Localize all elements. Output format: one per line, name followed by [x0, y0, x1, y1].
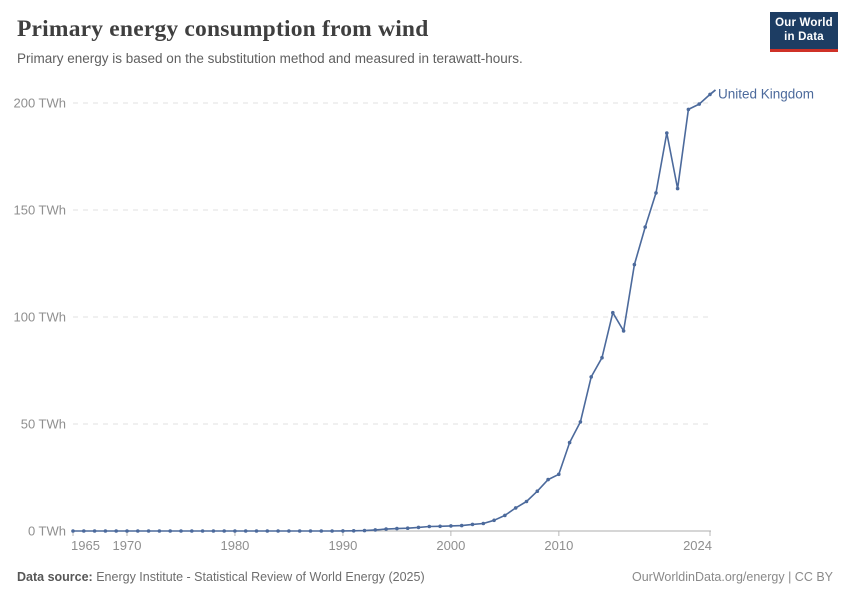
x-axis-tick-label: 1970 [113, 538, 142, 553]
data-point-marker[interactable] [319, 529, 324, 533]
data-point-marker[interactable] [481, 521, 486, 526]
page-title: Primary energy consumption from wind [17, 16, 429, 42]
data-point-marker[interactable] [243, 529, 248, 533]
x-axis-tick-label: 2000 [436, 538, 465, 553]
page-footer: Data source: Energy Institute - Statisti… [17, 570, 833, 584]
data-point-marker[interactable] [459, 523, 464, 528]
data-point-marker[interactable] [600, 355, 604, 360]
data-point-marker[interactable] [492, 518, 496, 523]
data-point-marker[interactable] [643, 225, 647, 229]
data-point-marker[interactable] [222, 529, 226, 533]
y-axis-tick-label: 50 TWh [21, 417, 66, 432]
data-point-marker[interactable] [557, 472, 561, 477]
data-point-marker[interactable] [168, 529, 172, 533]
x-axis-tick-label: 1990 [328, 538, 357, 553]
data-point-marker[interactable] [71, 529, 75, 533]
data-point-marker[interactable] [535, 489, 540, 494]
data-point-marker[interactable] [125, 529, 129, 533]
series-end-label[interactable]: United Kingdom [718, 86, 814, 101]
data-point-marker[interactable] [287, 529, 291, 533]
data-point-marker[interactable] [200, 529, 205, 533]
x-axis-tick-label: 2010 [544, 538, 573, 553]
data-point-marker[interactable] [578, 420, 583, 424]
data-point-marker[interactable] [179, 529, 183, 533]
data-point-marker[interactable] [611, 310, 615, 315]
footer-datasource-label: Data source: [17, 570, 93, 584]
data-point-marker[interactable] [92, 529, 97, 533]
data-point-marker[interactable] [82, 529, 86, 533]
data-point-marker[interactable] [103, 529, 108, 533]
data-point-marker[interactable] [146, 529, 151, 533]
footer-attribution-link[interactable]: OurWorldinData.org/energy | CC BY [631, 570, 833, 584]
series-end-connector [709, 89, 717, 96]
x-axis-tick-label: 2024 [683, 538, 712, 553]
data-point-marker[interactable] [341, 529, 345, 533]
data-point-marker[interactable] [513, 506, 518, 510]
data-point-marker[interactable] [675, 186, 680, 191]
data-point-marker[interactable] [632, 262, 637, 267]
data-point-marker[interactable] [373, 528, 378, 532]
y-axis-tick-label: 150 TWh [13, 203, 66, 218]
data-point-marker[interactable] [470, 522, 475, 527]
data-point-marker[interactable] [362, 528, 367, 533]
data-point-marker[interactable] [589, 375, 593, 379]
data-point-marker[interactable] [211, 529, 216, 533]
owid-logo-text-line2: in Data [784, 30, 824, 43]
data-point-marker[interactable] [136, 529, 140, 533]
data-point-marker[interactable] [503, 513, 507, 518]
data-point-marker[interactable] [384, 527, 388, 531]
x-axis-tick-label: 1980 [220, 538, 249, 553]
data-point-marker[interactable] [395, 526, 399, 531]
series-line[interactable] [72, 93, 711, 532]
data-point-marker[interactable] [546, 477, 550, 482]
data-point-marker[interactable] [621, 329, 626, 333]
owid-logo-text-line1: Our World [775, 17, 833, 29]
y-axis-tick-label: 200 TWh [13, 96, 66, 111]
data-point-marker[interactable] [449, 524, 453, 528]
data-point-marker[interactable] [405, 526, 410, 530]
data-point-marker[interactable] [524, 499, 529, 504]
data-point-marker[interactable] [254, 529, 259, 533]
y-axis-tick-label: 0 TWh [28, 524, 66, 539]
data-point-marker[interactable] [567, 440, 572, 445]
data-point-marker[interactable] [686, 107, 691, 112]
footer-datasource: Data source: Energy Institute - Statisti… [17, 570, 425, 584]
y-axis-tick-label: 100 TWh [13, 310, 66, 325]
data-point-marker[interactable] [308, 529, 313, 533]
page-subtitle: Primary energy is based on the substitut… [17, 51, 523, 66]
data-point-marker[interactable] [416, 525, 421, 530]
data-point-marker[interactable] [276, 529, 280, 533]
data-point-marker[interactable] [665, 131, 669, 135]
data-point-marker[interactable] [438, 524, 442, 529]
data-point-marker[interactable] [697, 102, 701, 106]
footer-datasource-text: Energy Institute - Statistical Review of… [96, 570, 425, 584]
owid-logo[interactable]: Our World in Data [770, 12, 838, 52]
data-point-marker[interactable] [114, 529, 118, 533]
data-point-marker[interactable] [330, 529, 334, 533]
data-point-marker[interactable] [297, 529, 302, 533]
data-point-marker[interactable] [351, 529, 356, 533]
data-point-marker[interactable] [190, 529, 194, 533]
data-point-marker[interactable] [427, 524, 432, 529]
data-point-marker[interactable] [233, 529, 237, 533]
data-point-marker[interactable] [157, 529, 162, 533]
x-axis-tick-label: 1965 [71, 538, 100, 553]
data-point-marker[interactable] [265, 529, 270, 533]
data-point-marker[interactable] [654, 191, 658, 195]
